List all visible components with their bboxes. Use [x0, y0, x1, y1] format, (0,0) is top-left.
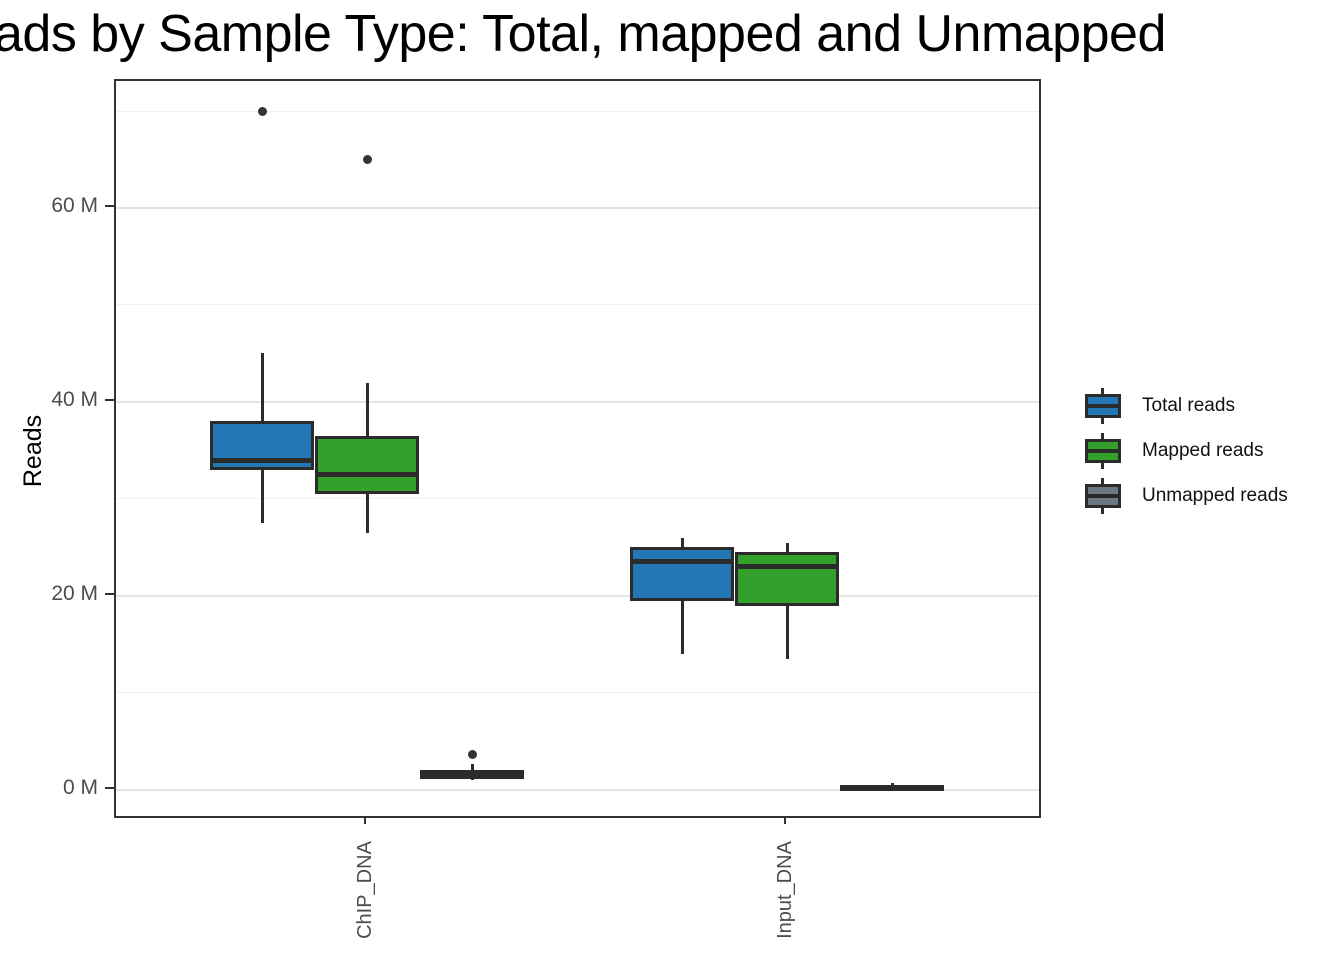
gridline-minor [116, 110, 1039, 112]
y-tick-mark [105, 786, 114, 789]
legend-label: Total reads [1142, 394, 1235, 416]
x-tick-mark [784, 816, 787, 824]
boxplot-key-icon [1084, 431, 1122, 471]
legend-label: Unmapped reads [1142, 484, 1288, 506]
plot-panel [114, 79, 1041, 818]
legend-item-total-reads: Total reads [1084, 383, 1288, 428]
y-tick-mark [105, 205, 114, 208]
boxplot-outlier [467, 750, 477, 760]
legend-key-median [1085, 403, 1121, 408]
boxplot-median [420, 771, 525, 777]
x-tick-label: Input_DNA [774, 841, 797, 939]
gridline-major [116, 594, 1039, 597]
legend: Total reads Mapped reads Unmapped reads [1084, 383, 1288, 518]
legend-key-median [1085, 493, 1121, 498]
boxplot-median [735, 564, 840, 570]
boxplot-median [210, 457, 315, 463]
boxplot-outlier [257, 106, 267, 116]
chart-title: ads by Sample Type: Total, mapped and Un… [0, 5, 1166, 63]
boxplot-key-icon [1084, 386, 1122, 426]
y-tick-label: 20 M [51, 581, 98, 605]
legend-key-median [1085, 448, 1121, 453]
boxplot-outlier [362, 155, 372, 165]
gridline-major [116, 788, 1039, 791]
boxplot-box [630, 547, 735, 601]
y-tick-label: 60 M [51, 194, 98, 218]
boxplot-box [735, 552, 840, 606]
x-tick-mark [364, 816, 367, 824]
legend-label: Mapped reads [1142, 439, 1264, 461]
x-tick-label: ChIP_DNA [354, 841, 377, 939]
y-tick-label: 0 M [62, 775, 98, 799]
gridline-minor [116, 498, 1039, 500]
legend-item-unmapped-reads: Unmapped reads [1084, 473, 1288, 518]
gridline-major [116, 207, 1039, 210]
gridline-major [116, 400, 1039, 403]
y-tick-label: 40 M [51, 387, 98, 411]
y-tick-mark [105, 398, 114, 401]
boxplot-median [315, 472, 420, 478]
boxplot-median [840, 784, 945, 790]
legend-item-mapped-reads: Mapped reads [1084, 428, 1288, 473]
boxplot-median [630, 559, 735, 565]
boxplot-box [315, 435, 420, 495]
gridline-minor [116, 692, 1039, 694]
boxplot-key-icon [1084, 476, 1122, 516]
gridline-minor [116, 304, 1039, 306]
y-tick-mark [105, 592, 114, 595]
